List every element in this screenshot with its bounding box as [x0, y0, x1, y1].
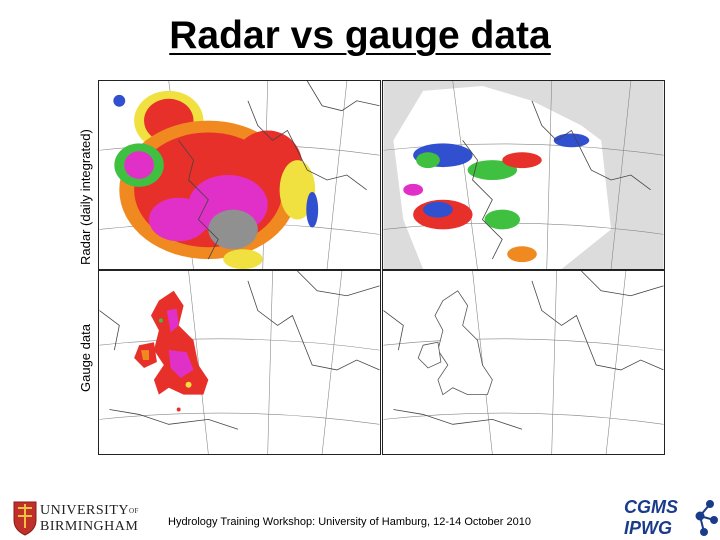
university-line2: BIRMINGHAM: [40, 519, 139, 534]
adjusted-echo-patches: [403, 133, 590, 263]
uk-outline: [417, 290, 493, 396]
radar-echo-blobs: [113, 90, 319, 269]
row-label-gauge: Gauge data: [78, 324, 93, 392]
uk-gauge-points: [134, 290, 209, 412]
university-wordmark: UNIVERSITYOF BIRMINGHAM: [40, 503, 139, 535]
coastline: [383, 271, 664, 430]
graticule: [383, 271, 664, 454]
coastline: [462, 100, 651, 260]
university-crest-icon: [13, 501, 37, 536]
university-of: OF: [129, 507, 139, 515]
cgms-ipwg-logo: CGMS IPWG: [624, 497, 718, 538]
coastline: [99, 271, 380, 430]
slide-title: Radar vs gauge data: [169, 14, 551, 57]
row-label-radar: Radar (daily integrated): [78, 129, 93, 265]
ipwg-text: IPWG: [624, 518, 672, 538]
footer-text: Hydrology Training Workshop: University …: [168, 516, 531, 528]
university-line1: UNIVERSITY: [40, 503, 129, 518]
graticule: [99, 271, 380, 454]
radar-adjusted-map-graphic: [383, 81, 664, 269]
radar-rainfall-map-graphic: [99, 81, 380, 269]
gauge-rainfall-map-graphic: [99, 271, 380, 454]
gauge-coverage-map-graphic: [383, 271, 664, 454]
coastline: [178, 81, 380, 260]
cgms-text: CGMS: [624, 497, 678, 517]
graticule: [383, 81, 664, 269]
radar-rainfall-map: [98, 80, 381, 270]
radar-adjusted-map: [382, 80, 665, 270]
gauge-coverage-map: [382, 270, 665, 455]
network-icon: [695, 500, 718, 536]
gauge-rainfall-map: [98, 270, 381, 455]
